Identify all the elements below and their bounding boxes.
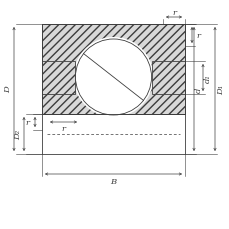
Text: d: d: [194, 87, 202, 92]
Text: r: r: [171, 9, 175, 17]
Bar: [42, 62, 75, 95]
Circle shape: [75, 40, 151, 115]
Bar: [42, 25, 184, 114]
Circle shape: [73, 38, 153, 117]
Bar: [42, 114, 184, 154]
Text: r: r: [61, 124, 65, 132]
Text: d₁: d₁: [203, 74, 211, 82]
Text: D: D: [4, 86, 12, 93]
Bar: [42, 25, 184, 114]
Text: r: r: [195, 32, 199, 40]
Text: D₁: D₁: [216, 85, 224, 95]
Text: D₂: D₂: [14, 129, 22, 139]
Text: r: r: [25, 118, 29, 126]
Bar: [42, 62, 75, 95]
Bar: [151, 62, 184, 95]
Text: B: B: [110, 177, 116, 185]
Bar: [151, 62, 184, 95]
